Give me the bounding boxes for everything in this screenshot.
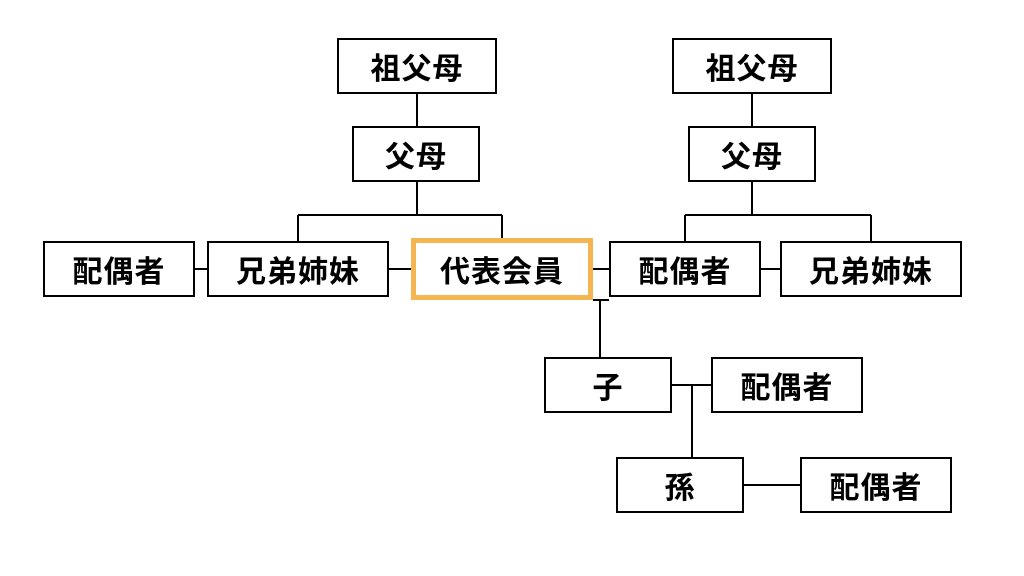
node-label: 兄弟姉妹 xyxy=(236,247,360,291)
node-gp_left: 祖父母 xyxy=(337,38,497,94)
node-rep_member: 代表会員 xyxy=(411,238,593,300)
node-label: 孫 xyxy=(665,463,696,507)
node-label: 配偶者 xyxy=(741,363,834,407)
node-child: 子 xyxy=(544,357,672,413)
diagram-stage: 祖父母祖父母父母父母配偶者兄弟姉妹代表会員配偶者兄弟姉妹子配偶者孫配偶者 xyxy=(0,0,1024,576)
node-sibling_left: 兄弟姉妹 xyxy=(207,241,389,297)
node-label: 配偶者 xyxy=(830,463,923,507)
node-gc_spouse: 配偶者 xyxy=(800,457,952,513)
node-spouse_right: 配偶者 xyxy=(609,241,761,297)
node-grandchild: 孫 xyxy=(616,457,744,513)
node-label: 配偶者 xyxy=(73,247,166,291)
node-label: 祖父母 xyxy=(706,44,799,88)
node-gp_right: 祖父母 xyxy=(672,38,832,94)
node-label: 父母 xyxy=(721,132,783,176)
node-label: 子 xyxy=(593,363,624,407)
node-parents_left: 父母 xyxy=(352,126,480,182)
node-spouse_sibling_l: 配偶者 xyxy=(43,241,195,297)
node-label: 代表会員 xyxy=(440,247,564,291)
node-label: 父母 xyxy=(385,132,447,176)
node-child_spouse: 配偶者 xyxy=(711,357,863,413)
node-label: 兄弟姉妹 xyxy=(809,247,933,291)
node-parents_right: 父母 xyxy=(688,126,816,182)
node-sibling_right: 兄弟姉妹 xyxy=(780,241,962,297)
node-label: 配偶者 xyxy=(639,247,732,291)
node-label: 祖父母 xyxy=(371,44,464,88)
